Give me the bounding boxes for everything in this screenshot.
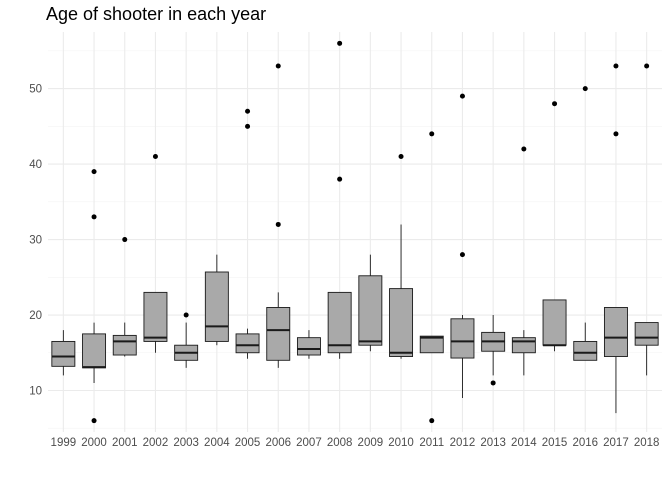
x-tick-label: 1999 <box>51 437 77 449</box>
box-body <box>603 307 628 357</box>
x-tick-label: 2009 <box>358 437 384 449</box>
box-body <box>327 291 352 354</box>
x-tick-label: 2004 <box>204 437 230 449</box>
box-2000 <box>82 169 107 424</box>
outlier-point <box>459 252 465 258</box>
outlier-point <box>582 86 588 92</box>
outlier-point <box>552 101 558 107</box>
x-tick-label: 2014 <box>511 437 537 449</box>
box-body <box>542 299 567 346</box>
outlier-point <box>275 221 281 227</box>
box-body <box>112 334 137 356</box>
box-body <box>143 291 168 342</box>
x-tick-label: 2012 <box>450 437 476 449</box>
x-tick-label: 2011 <box>419 437 444 449</box>
x-tick-label: 2010 <box>388 437 414 449</box>
box-2013 <box>481 315 506 386</box>
grid-lines <box>48 32 662 432</box>
box-body <box>51 340 76 367</box>
outlier-point <box>275 63 281 69</box>
box-2016 <box>573 86 598 361</box>
outlier-point <box>245 108 251 114</box>
x-tick-label: 2016 <box>572 437 598 449</box>
x-tick-label: 2018 <box>634 437 660 449</box>
outlier-point <box>398 154 404 160</box>
x-tick-label: 2017 <box>603 437 629 449</box>
x-axis: 1999 2000 2001 2002 2003 2004 2005 2006 2007 2008… <box>51 437 660 449</box>
outlier-point <box>337 40 343 46</box>
x-tick-label: 2003 <box>173 437 199 449</box>
box-2015 <box>542 101 567 352</box>
box-2010 <box>389 154 414 359</box>
outlier-point <box>91 214 97 220</box>
x-tick-label: 2015 <box>542 437 568 449</box>
box-body <box>235 333 260 354</box>
box-2017 <box>603 63 628 414</box>
box-2018 <box>634 63 659 376</box>
box-body <box>573 340 598 361</box>
box-2014 <box>511 146 536 376</box>
outlier-point <box>122 237 128 243</box>
box-2007 <box>296 330 321 359</box>
box-2012 <box>450 93 475 399</box>
box-body <box>296 337 321 356</box>
box-2001 <box>112 237 137 357</box>
box-2003 <box>174 312 199 368</box>
chart-title: Age of shooter in each year <box>46 4 267 24</box>
box-body <box>634 322 659 346</box>
x-tick-label: 2006 <box>265 437 291 449</box>
outlier-point <box>459 93 465 99</box>
box-2008 <box>327 40 352 359</box>
outlier-point <box>91 418 97 424</box>
x-tick-label: 2013 <box>480 437 506 449</box>
box-2005 <box>235 108 260 359</box>
outlier-point <box>490 380 496 386</box>
outlier-point <box>429 418 435 424</box>
y-tick-label: 50 <box>29 84 42 96</box>
outlier-point <box>91 169 97 175</box>
x-tick-label: 2000 <box>81 437 107 449</box>
box-body <box>419 335 444 354</box>
outlier-point <box>183 312 189 318</box>
outlier-point <box>152 154 158 160</box>
outlier-point <box>337 176 343 182</box>
box-body <box>82 333 107 369</box>
outlier-point <box>521 146 527 152</box>
outlier-point <box>429 131 435 137</box>
box-body <box>511 337 536 354</box>
y-tick-label: 30 <box>29 235 42 247</box>
box-body <box>450 318 475 359</box>
box-2004 <box>204 254 229 346</box>
box-body <box>358 275 383 346</box>
box-2002 <box>143 154 168 353</box>
outlier-point <box>245 123 251 129</box>
box-2009 <box>358 254 383 352</box>
y-tick-label: 10 <box>29 385 42 397</box>
box-body <box>266 307 291 361</box>
y-tick-label: 20 <box>29 310 42 322</box>
x-tick-label: 2008 <box>327 437 353 449</box>
y-axis: 10 20 30 40 50 <box>29 84 42 398</box>
box-2006 <box>266 63 291 368</box>
y-tick-label: 40 <box>29 159 42 171</box>
x-tick-label: 2007 <box>296 437 322 449</box>
box-1999 <box>51 330 76 376</box>
x-tick-label: 2002 <box>143 437 169 449</box>
box-body <box>204 271 229 342</box>
x-tick-label: 2001 <box>112 437 138 449</box>
boxes <box>51 40 659 424</box>
box-2011 <box>419 131 444 424</box>
box-body <box>389 288 414 357</box>
outlier-point <box>613 63 619 69</box>
x-tick-label: 2005 <box>235 437 261 449</box>
outlier-point <box>613 131 619 137</box>
outlier-point <box>644 63 650 69</box>
